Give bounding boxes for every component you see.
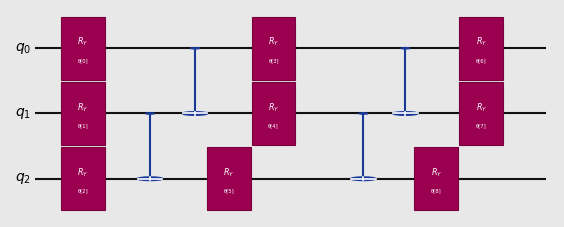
- Text: $R_Y$: $R_Y$: [431, 166, 442, 179]
- Text: $q_{2}$: $q_{2}$: [15, 171, 30, 186]
- Text: θ[2]: θ[2]: [77, 188, 88, 193]
- Text: $R_Y$: $R_Y$: [77, 36, 89, 48]
- Text: θ[4]: θ[4]: [268, 123, 279, 128]
- Ellipse shape: [359, 113, 368, 114]
- FancyBboxPatch shape: [61, 82, 105, 145]
- Ellipse shape: [401, 48, 410, 49]
- Text: $R_Y$: $R_Y$: [475, 101, 487, 114]
- FancyBboxPatch shape: [415, 147, 458, 210]
- Text: $R_Y$: $R_Y$: [77, 166, 89, 179]
- FancyBboxPatch shape: [61, 147, 105, 210]
- Text: $R_Y$: $R_Y$: [77, 101, 89, 114]
- FancyBboxPatch shape: [207, 147, 250, 210]
- FancyBboxPatch shape: [252, 17, 296, 80]
- FancyBboxPatch shape: [459, 17, 503, 80]
- Text: θ[5]: θ[5]: [223, 188, 234, 193]
- Text: θ[7]: θ[7]: [476, 123, 487, 128]
- Text: $R_Y$: $R_Y$: [223, 166, 235, 179]
- Text: $q_{0}$: $q_{0}$: [15, 41, 31, 56]
- Ellipse shape: [191, 48, 200, 49]
- Text: θ[0]: θ[0]: [77, 58, 88, 63]
- FancyBboxPatch shape: [252, 82, 296, 145]
- Text: θ[3]: θ[3]: [268, 58, 279, 63]
- Ellipse shape: [183, 112, 208, 115]
- Text: θ[1]: θ[1]: [77, 123, 88, 128]
- Ellipse shape: [146, 113, 155, 114]
- Text: $R_Y$: $R_Y$: [475, 36, 487, 48]
- Text: $R_Y$: $R_Y$: [268, 101, 279, 114]
- FancyBboxPatch shape: [459, 82, 503, 145]
- Text: $q_{1}$: $q_{1}$: [15, 106, 31, 121]
- Ellipse shape: [138, 177, 162, 180]
- Text: θ[6]: θ[6]: [476, 58, 487, 63]
- Text: θ[8]: θ[8]: [431, 188, 442, 193]
- Ellipse shape: [393, 112, 418, 115]
- Ellipse shape: [351, 177, 376, 180]
- Text: $R_Y$: $R_Y$: [268, 36, 279, 48]
- FancyBboxPatch shape: [61, 17, 105, 80]
